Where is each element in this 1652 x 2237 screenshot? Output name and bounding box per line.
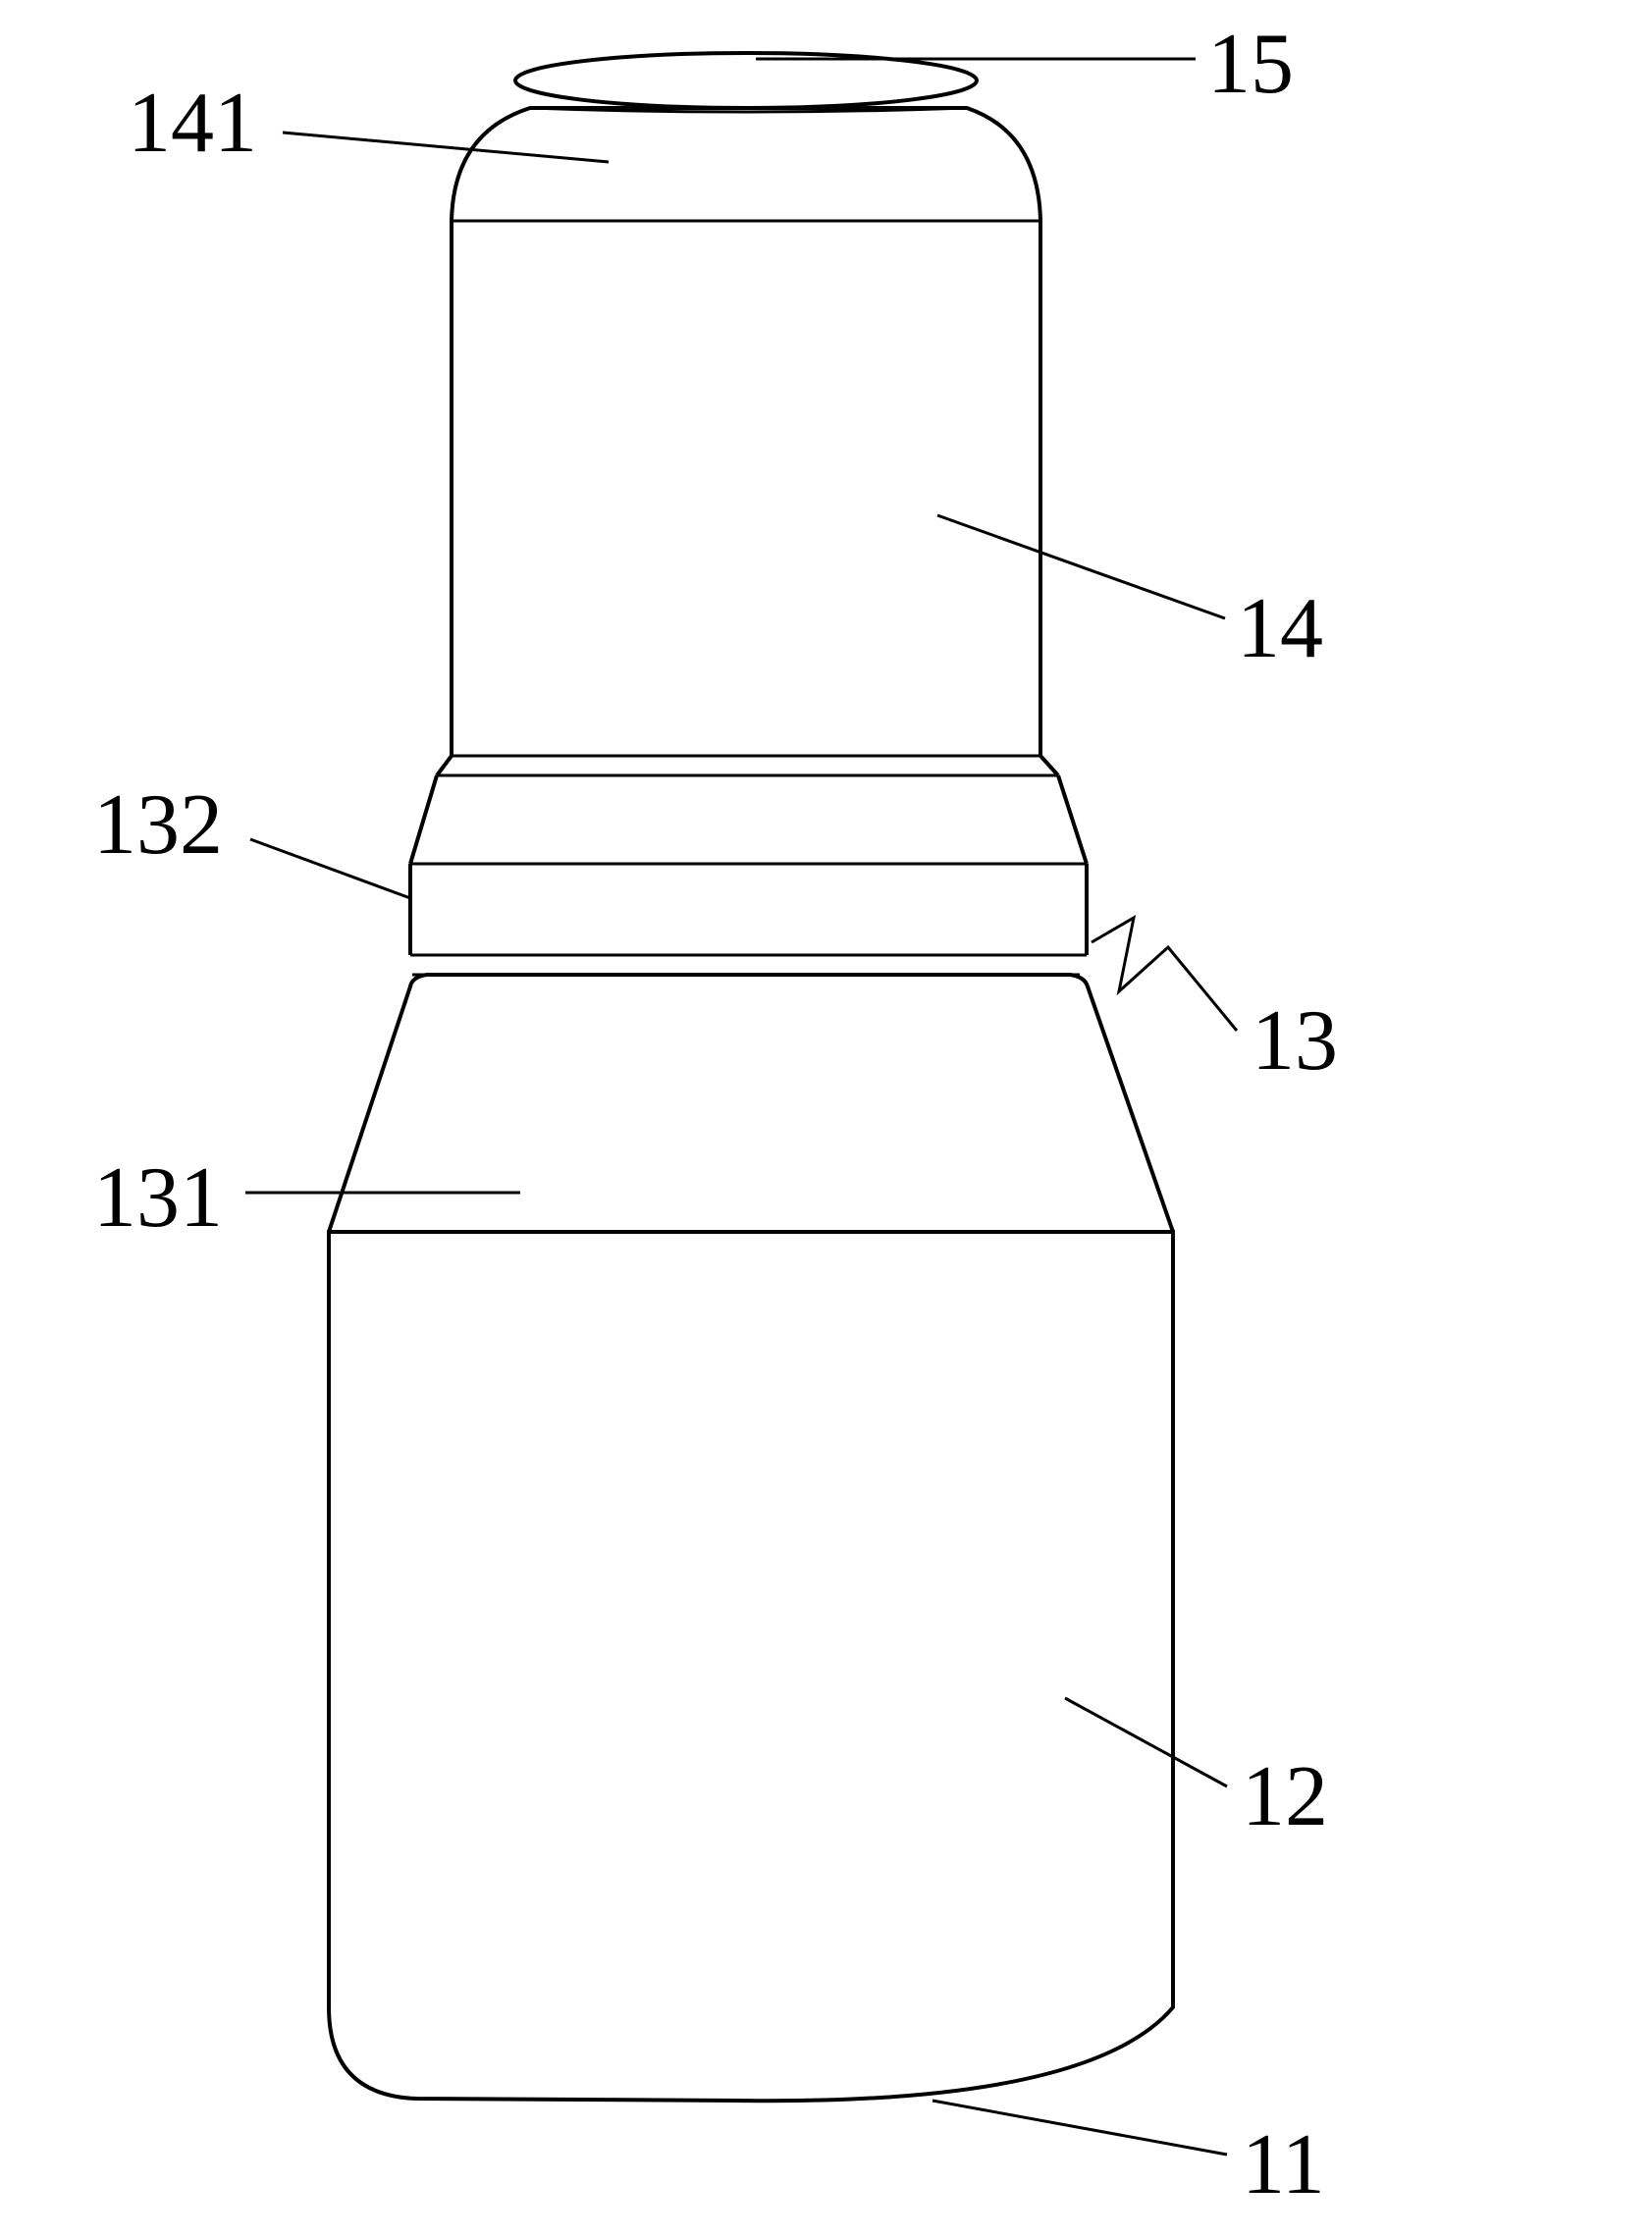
label-15: 15: [1207, 15, 1294, 114]
label-14: 14: [1237, 579, 1323, 678]
step-right: [1058, 775, 1087, 864]
label-11: 11: [1242, 2115, 1325, 2214]
leader-141: [283, 133, 609, 162]
label-12: 12: [1242, 1747, 1328, 1846]
label-131: 131: [93, 1148, 223, 1248]
cap-dome: [452, 108, 1040, 221]
label-13: 13: [1252, 991, 1338, 1091]
step-left: [410, 775, 437, 864]
leader-14: [937, 515, 1225, 618]
body-outline: [329, 1232, 1173, 2101]
technical-drawing: 15 141 14 132 13 131 12 11: [0, 0, 1652, 2232]
leader-13: [1092, 918, 1237, 1031]
bottle-drawing: [0, 0, 1652, 2232]
label-141: 141: [128, 74, 257, 173]
cap-step-left: [437, 756, 452, 775]
leader-12: [1065, 1698, 1227, 1786]
label-132: 132: [93, 775, 223, 875]
top-lip: [515, 53, 977, 108]
leader-132: [250, 839, 410, 898]
cap-step-right: [1040, 756, 1058, 775]
leader-11: [933, 2101, 1227, 2155]
